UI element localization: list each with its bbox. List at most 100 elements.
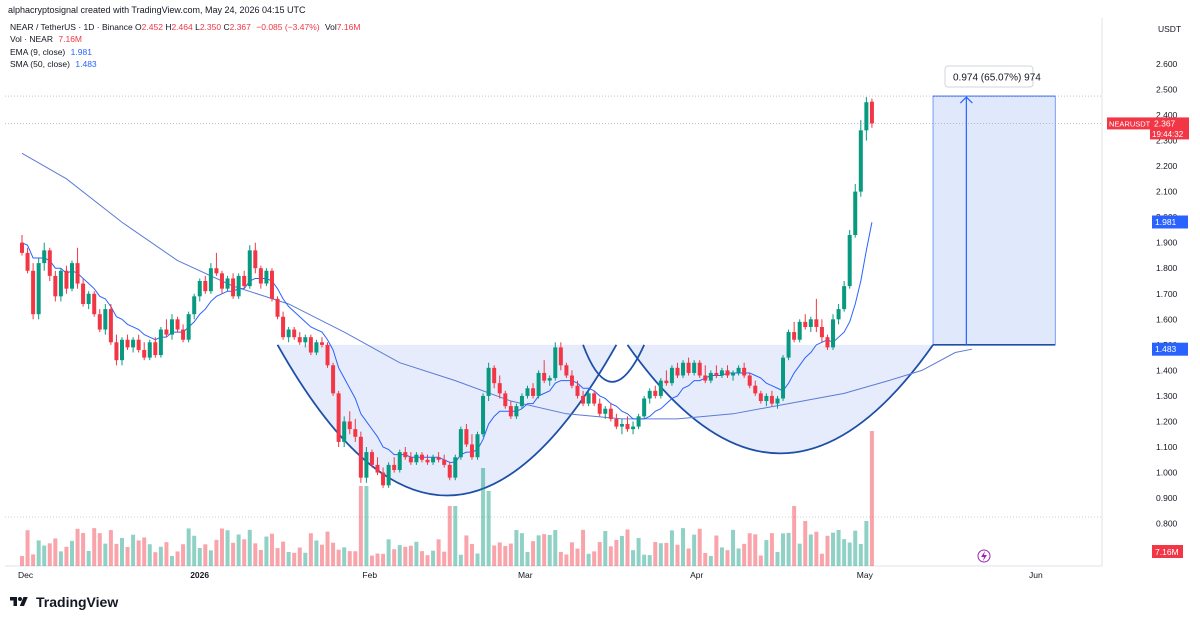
candle-body xyxy=(653,390,658,396)
candle-body xyxy=(492,367,497,384)
candle-body xyxy=(142,349,147,358)
volume-bar xyxy=(464,535,469,566)
volume-bar xyxy=(814,531,819,566)
candle-body xyxy=(75,263,80,284)
volume-bar xyxy=(686,548,691,566)
volume-bar xyxy=(147,544,152,566)
volume-bar xyxy=(103,543,108,566)
volume-bar xyxy=(69,540,74,566)
volume-bar xyxy=(514,530,519,566)
candle-body xyxy=(814,319,819,327)
y-tick-label: 0.900 xyxy=(1156,493,1178,503)
tradingview-logo-icon xyxy=(10,597,28,606)
candle-body xyxy=(681,362,686,376)
volume-bar xyxy=(375,553,380,566)
candle-body xyxy=(775,398,780,404)
volume-bar xyxy=(64,546,69,566)
volume-bar xyxy=(203,544,208,566)
candle-body xyxy=(86,293,91,304)
candle-body xyxy=(742,367,747,376)
y-tick-label: 1.700 xyxy=(1156,289,1178,299)
ema-price-tag-bg xyxy=(1152,215,1188,229)
x-tick-label: May xyxy=(857,570,874,580)
candle-body xyxy=(131,339,136,348)
candle-body xyxy=(464,429,469,445)
volume-bar xyxy=(808,534,813,566)
volume-bar xyxy=(608,546,613,566)
volume-bar xyxy=(636,538,641,566)
volume-bar xyxy=(592,551,597,566)
volume-bar xyxy=(75,528,80,566)
candle-body xyxy=(731,372,736,376)
volume-bar xyxy=(158,546,163,566)
volume-bar xyxy=(208,550,213,566)
candle-body xyxy=(347,421,352,430)
volume-bar xyxy=(197,548,202,566)
candle-body xyxy=(136,339,141,350)
volume-tag: 7.16M xyxy=(1155,547,1179,557)
volume-bar xyxy=(797,543,802,566)
candle-body xyxy=(592,393,597,404)
volume-bar xyxy=(547,534,552,566)
currency-label: USDT xyxy=(1158,24,1181,34)
volume-bar xyxy=(603,530,608,566)
legend-sma-row[interactable]: SMA (50, close) 1.483 xyxy=(10,58,360,70)
volume-bar xyxy=(314,540,319,566)
candle-body xyxy=(769,395,774,404)
volume-bar xyxy=(853,530,858,566)
legend-ohlc-value-c: 2.367 xyxy=(229,22,251,32)
legend-symbol[interactable]: NEAR / TetherUS · 1D · Binance xyxy=(10,22,133,32)
ema-price-tag: 1.981 xyxy=(1155,217,1177,227)
candle-body xyxy=(842,286,847,310)
legend-ema-name: EMA (9, close) xyxy=(10,46,66,57)
candle-body xyxy=(375,464,380,473)
candle-body xyxy=(819,326,824,338)
candle-body xyxy=(758,393,763,402)
candle-body xyxy=(214,268,219,274)
candle-body xyxy=(381,472,386,486)
volume-bar xyxy=(708,555,713,566)
volume-bar xyxy=(242,539,247,566)
candle-body xyxy=(297,337,302,343)
volume-bar xyxy=(681,528,686,566)
legend-ema-row[interactable]: EMA (9, close) 1.981 xyxy=(10,46,360,58)
candle-body xyxy=(608,408,613,419)
candle-body xyxy=(525,388,530,396)
volume-bar xyxy=(458,554,463,566)
candle-body xyxy=(58,270,63,297)
candle-body xyxy=(708,372,713,381)
sma-line xyxy=(21,152,973,420)
volume-bar xyxy=(581,529,586,566)
legend-change: −0.085 (−3.47%) xyxy=(256,22,320,32)
legend-symbol-row: NEAR / TetherUS · 1D · Binance O2.452 H2… xyxy=(10,21,360,33)
candle-body xyxy=(597,403,602,414)
volume-bar xyxy=(569,542,574,566)
candle-body xyxy=(103,309,108,330)
candle-body xyxy=(736,367,741,373)
measure-arrow-head xyxy=(959,96,973,104)
y-tick-label: 1.400 xyxy=(1156,365,1178,375)
tradingview-logo[interactable]: TradingView xyxy=(8,594,118,610)
volume-bar xyxy=(303,552,308,566)
y-tick-label: 2.600 xyxy=(1156,59,1178,69)
volume-bar xyxy=(42,545,47,566)
volume-bar xyxy=(181,544,186,566)
candle-body xyxy=(419,454,424,460)
sma-price-tag: 1.483 xyxy=(1155,344,1177,354)
volume-bar xyxy=(136,540,141,566)
legend-volume-row[interactable]: Vol · NEAR 7.16M xyxy=(10,33,360,45)
volume-bar xyxy=(869,431,874,566)
candle-body xyxy=(436,457,441,460)
candle-body xyxy=(642,398,647,417)
candle-body xyxy=(542,372,547,381)
volume-bar xyxy=(508,543,513,566)
candle-body xyxy=(558,347,563,366)
candle-body xyxy=(208,268,213,292)
candle-body xyxy=(36,263,41,315)
x-tick-label: Mar xyxy=(518,570,533,580)
candle-body xyxy=(275,298,280,317)
volume-bar xyxy=(642,554,647,566)
volume-bar xyxy=(469,543,474,566)
candle-body xyxy=(81,283,86,304)
